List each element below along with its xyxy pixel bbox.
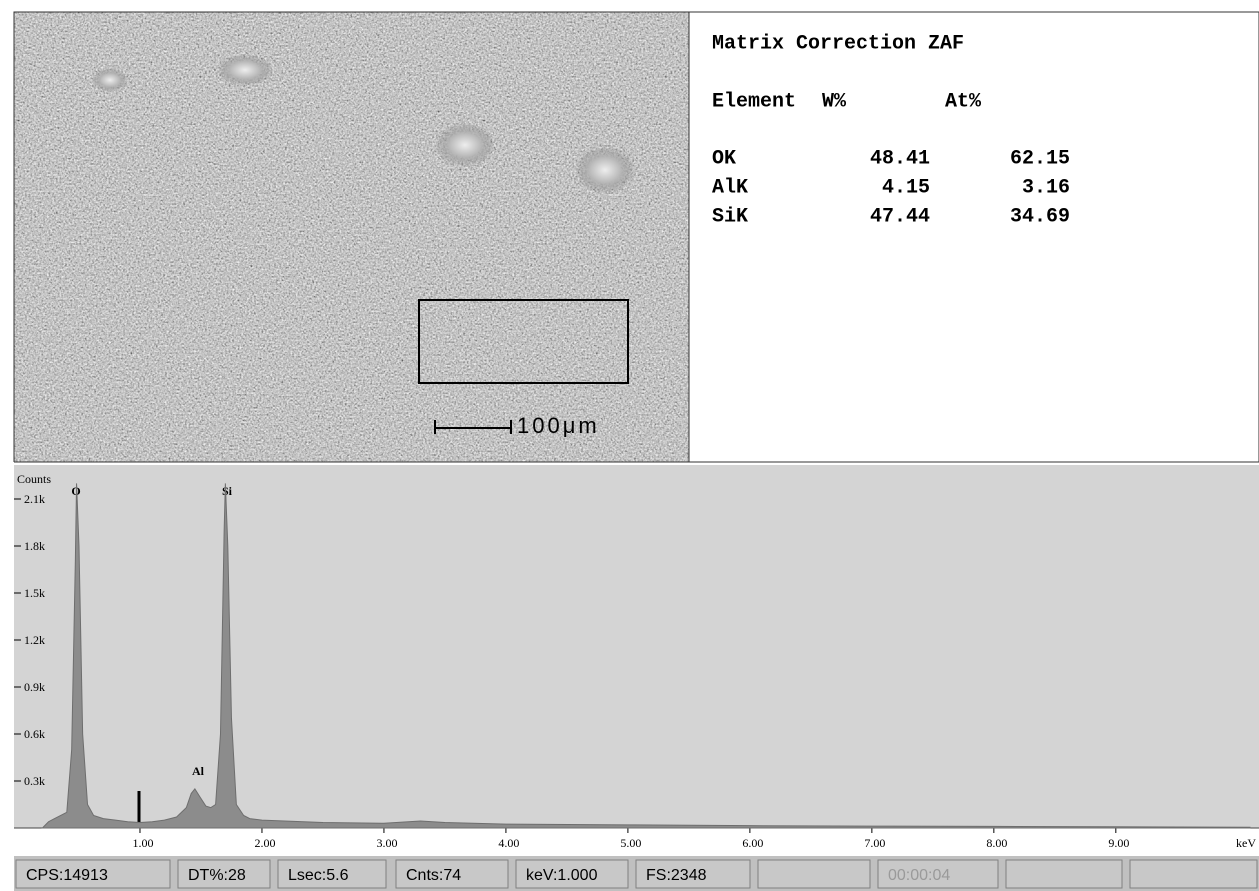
- scale-bar-label: 100μm: [517, 413, 600, 438]
- atomic-cell: 62.15: [1010, 147, 1070, 170]
- x-tick-label: 5.00: [620, 836, 641, 850]
- sem-image: 100μm: [14, 12, 689, 462]
- x-tick-label: 8.00: [986, 836, 1007, 850]
- weight-cell: 48.41: [870, 147, 930, 170]
- particle: [435, 123, 495, 167]
- eds-window: 100μm Matrix Correction ZAF Element W% A…: [0, 0, 1259, 891]
- atomic-cell: 34.69: [1010, 205, 1070, 228]
- x-tick-label: 9.00: [1108, 836, 1129, 850]
- status-cell: [1130, 860, 1257, 888]
- y-tick-label: 0.9k: [24, 680, 45, 694]
- status-text: keV:1.000: [526, 867, 598, 884]
- weight-cell: 4.15: [882, 176, 930, 199]
- particle: [217, 54, 273, 86]
- status-text: Cnts:74: [406, 867, 461, 884]
- weight-cell: 47.44: [870, 205, 930, 228]
- peak-label: Al: [192, 764, 205, 778]
- status-text: 00:00:04: [888, 867, 950, 884]
- column-header: At%: [945, 90, 982, 113]
- x-tick-label: 3.00: [376, 836, 397, 850]
- column-header: W%: [822, 90, 847, 113]
- status-cell: [758, 860, 870, 888]
- y-tick-label: 2.1k: [24, 492, 45, 506]
- element-cell: SiK: [712, 205, 748, 228]
- results-title: Matrix Correction ZAF: [712, 32, 964, 55]
- status-text: DT%:28: [188, 867, 246, 884]
- x-tick-label: 1.00: [132, 836, 153, 850]
- element-cell: AlK: [712, 176, 748, 199]
- status-text: CPS:14913: [26, 867, 108, 884]
- particle: [575, 146, 635, 194]
- peak-label: Si: [222, 484, 233, 498]
- y-tick-label: 1.2k: [24, 633, 45, 647]
- x-tick-label: 4.00: [498, 836, 519, 850]
- x-tick-label: 6.00: [742, 836, 763, 850]
- y-tick-label: 1.8k: [24, 539, 45, 553]
- margin: [0, 462, 14, 891]
- y-tick-label: 1.5k: [24, 586, 45, 600]
- x-tick-label: 7.00: [864, 836, 885, 850]
- status-text: FS:2348: [646, 867, 707, 884]
- element-cell: OK: [712, 147, 736, 170]
- column-header: Element: [712, 90, 796, 113]
- atomic-cell: 3.16: [1022, 176, 1070, 199]
- status-cell: [1006, 860, 1122, 888]
- y-tick-label: 0.3k: [24, 774, 45, 788]
- y-tick-label: 0.6k: [24, 727, 45, 741]
- y-axis-label: Counts: [17, 472, 51, 486]
- page: 100μm Matrix Correction ZAF Element W% A…: [0, 0, 1259, 891]
- x-tick-label: 2.00: [254, 836, 275, 850]
- status-text: Lsec:5.6: [288, 867, 349, 884]
- particle: [92, 68, 128, 92]
- x-axis-label: keV: [1236, 836, 1256, 850]
